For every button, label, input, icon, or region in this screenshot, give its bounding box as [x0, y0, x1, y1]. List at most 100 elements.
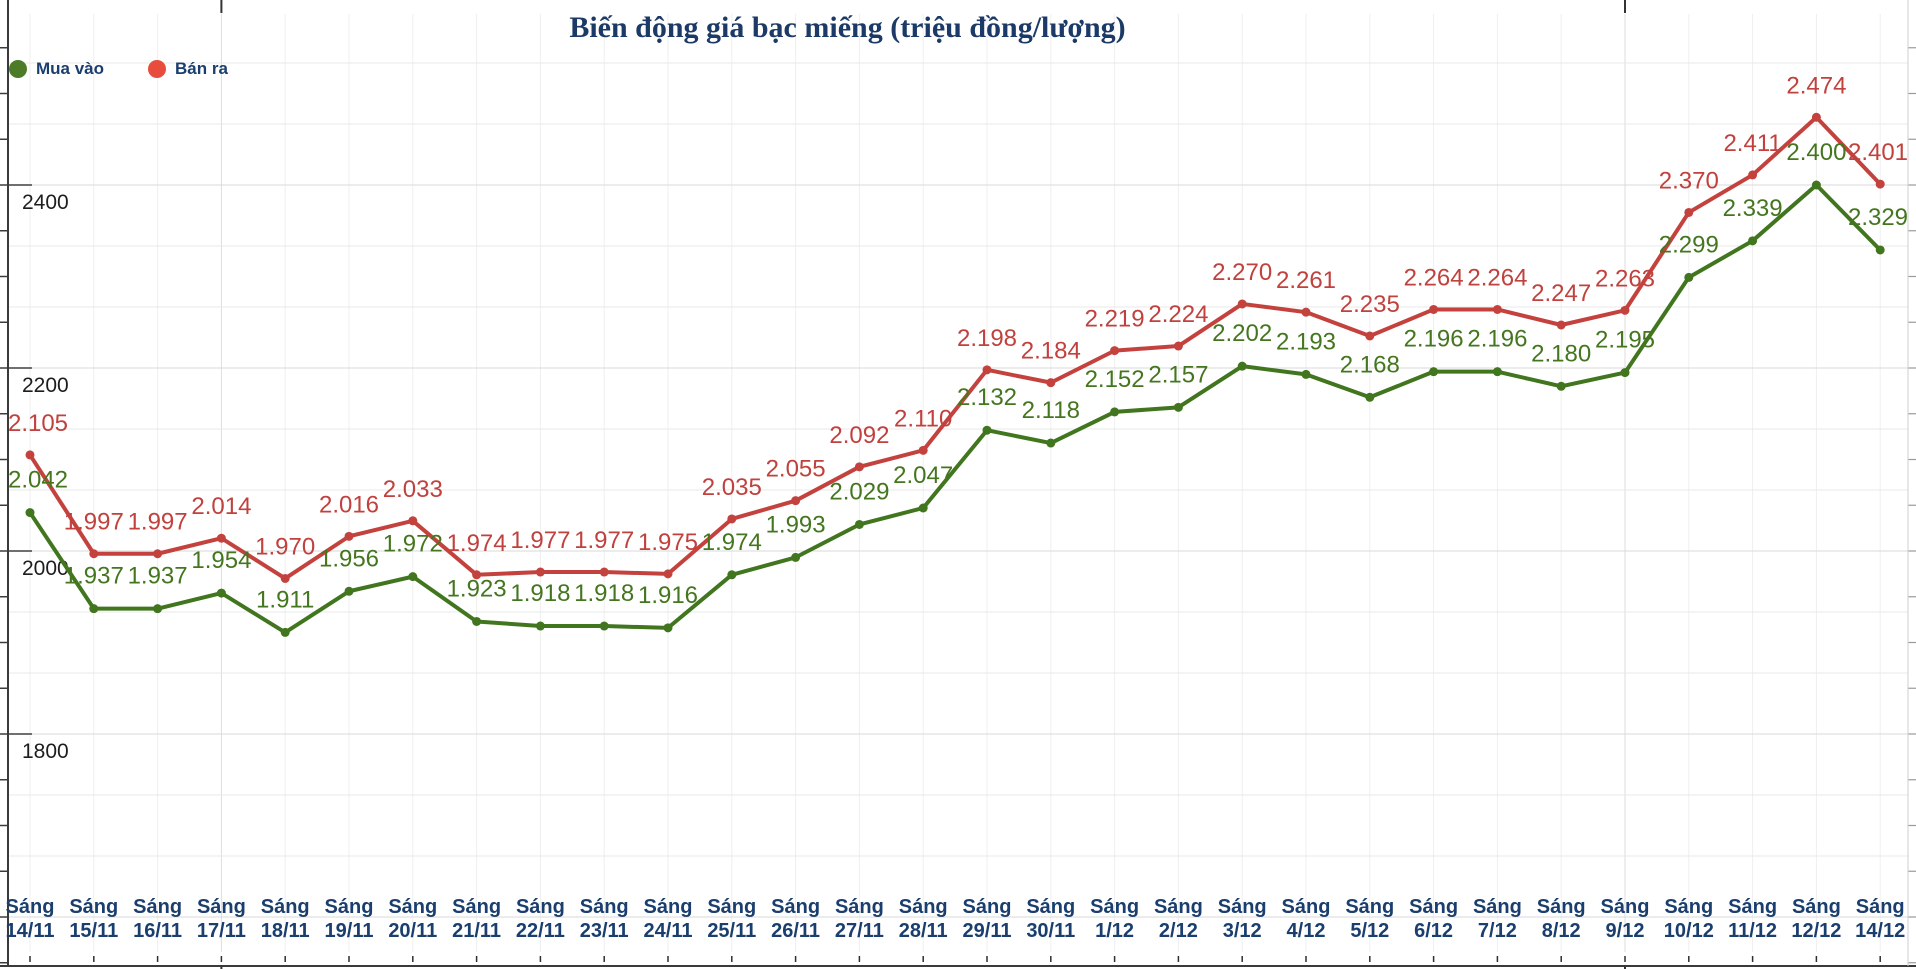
- sell-point-marker[interactable]: [918, 445, 928, 455]
- sell-point-marker[interactable]: [1875, 179, 1885, 189]
- buy-point-marker[interactable]: [1365, 392, 1375, 402]
- y-tick-label: 2200: [22, 374, 69, 397]
- buy-data-label: 1.937: [64, 563, 124, 590]
- buy-data-label: 1.972: [383, 531, 443, 558]
- sell-point-marker[interactable]: [1046, 378, 1056, 388]
- sell-point-marker[interactable]: [854, 462, 864, 472]
- buy-point-marker[interactable]: [1046, 438, 1056, 448]
- buy-data-label: 2.339: [1723, 195, 1783, 222]
- buy-data-label: 2.168: [1340, 351, 1400, 378]
- sell-data-label: 1.970: [255, 533, 315, 560]
- sell-data-label: 2.474: [1786, 72, 1846, 99]
- sell-point-marker[interactable]: [791, 496, 801, 506]
- sell-point-marker[interactable]: [344, 531, 354, 541]
- buy-point-marker[interactable]: [918, 503, 928, 513]
- sell-point-marker[interactable]: [727, 514, 737, 524]
- buy-dot-icon: [9, 60, 27, 78]
- x-label-prefix: Sáng: [1792, 896, 1841, 918]
- sell-data-label: 2.401: [1848, 139, 1908, 166]
- buy-point-marker[interactable]: [727, 570, 737, 580]
- buy-point-marker[interactable]: [982, 425, 992, 435]
- buy-point-marker[interactable]: [216, 588, 226, 598]
- buy-point-marker[interactable]: [1301, 369, 1311, 379]
- sell-point-marker[interactable]: [1110, 346, 1120, 356]
- buy-point-marker[interactable]: [663, 623, 673, 633]
- sell-data-label: 2.014: [191, 493, 251, 520]
- buy-point-marker[interactable]: [408, 572, 418, 582]
- sell-point-marker[interactable]: [1748, 170, 1758, 180]
- x-label-date: 27/11: [835, 920, 884, 942]
- sell-point-marker[interactable]: [1173, 341, 1183, 351]
- sell-data-label: 2.264: [1467, 264, 1527, 291]
- sell-point-marker[interactable]: [1620, 305, 1630, 315]
- sell-point-marker[interactable]: [408, 516, 418, 526]
- x-label-date: 16/11: [133, 920, 182, 942]
- y-tick-label: 1800: [22, 740, 69, 763]
- x-label-prefix: Sáng: [1856, 896, 1905, 918]
- sell-point-marker[interactable]: [1237, 299, 1247, 309]
- buy-data-label: 2.329: [1848, 204, 1908, 231]
- sell-point-marker[interactable]: [280, 573, 290, 583]
- sell-point-marker[interactable]: [1429, 304, 1439, 314]
- x-label-date: 14/12: [1855, 920, 1905, 942]
- buy-point-marker[interactable]: [25, 508, 35, 518]
- buy-point-marker[interactable]: [1110, 407, 1120, 417]
- sell-point-marker[interactable]: [1301, 307, 1311, 317]
- buy-point-marker[interactable]: [1173, 402, 1183, 412]
- buy-point-marker[interactable]: [599, 621, 609, 631]
- x-label-date: 8/12: [1542, 920, 1581, 942]
- buy-point-marker[interactable]: [1748, 236, 1758, 246]
- buy-point-marker[interactable]: [791, 552, 801, 562]
- sell-point-marker[interactable]: [472, 570, 482, 580]
- sell-point-marker[interactable]: [1684, 207, 1694, 217]
- sell-point-marker[interactable]: [1492, 304, 1502, 314]
- sell-point-marker[interactable]: [1811, 112, 1821, 122]
- buy-point-marker[interactable]: [854, 519, 864, 529]
- x-label-date: 1/12: [1095, 920, 1134, 942]
- sell-line: [28, 115, 1883, 581]
- x-label-prefix: Sáng: [899, 896, 948, 918]
- sell-point-marker[interactable]: [25, 450, 35, 460]
- legend-item-sell[interactable]: Bán ra: [148, 59, 228, 79]
- buy-point-marker[interactable]: [472, 616, 482, 626]
- buy-data-label: 2.400: [1786, 139, 1846, 166]
- x-label-prefix: Sáng: [771, 896, 820, 918]
- x-label-date: 19/11: [325, 920, 374, 942]
- buy-point-marker[interactable]: [1811, 180, 1821, 190]
- buy-data-label: 1.916: [638, 582, 698, 609]
- buy-line: [28, 183, 1883, 635]
- buy-point-marker[interactable]: [1620, 368, 1630, 378]
- buy-point-marker[interactable]: [1237, 361, 1247, 371]
- sell-point-marker[interactable]: [535, 567, 545, 577]
- x-label-prefix: Sáng: [452, 896, 501, 918]
- buy-point-marker[interactable]: [89, 604, 99, 614]
- x-label-date: 6/12: [1414, 920, 1453, 942]
- legend-item-buy[interactable]: Mua vào: [9, 59, 104, 79]
- sell-point-marker[interactable]: [599, 567, 609, 577]
- buy-data-label: 1.911: [256, 586, 314, 613]
- sell-point-marker[interactable]: [663, 569, 673, 579]
- buy-point-marker[interactable]: [535, 621, 545, 631]
- sell-point-marker[interactable]: [982, 365, 992, 375]
- sell-data-label: 2.224: [1148, 301, 1208, 328]
- x-label-date: 3/12: [1223, 920, 1262, 942]
- buy-data-label: 2.132: [957, 384, 1017, 411]
- buy-data-label: 1.956: [319, 545, 379, 572]
- buy-point-marker[interactable]: [1492, 367, 1502, 377]
- sell-data-label: 2.411: [1723, 130, 1781, 157]
- buy-point-marker[interactable]: [1556, 381, 1566, 391]
- x-label-prefix: Sáng: [197, 896, 246, 918]
- buy-point-marker[interactable]: [344, 586, 354, 596]
- sell-data-label: 2.270: [1212, 259, 1272, 286]
- buy-point-marker[interactable]: [153, 604, 163, 614]
- x-label-prefix: Sáng: [388, 896, 437, 918]
- buy-point-marker[interactable]: [1875, 245, 1885, 255]
- sell-point-marker[interactable]: [89, 549, 99, 559]
- sell-point-marker[interactable]: [216, 533, 226, 543]
- sell-point-marker[interactable]: [1365, 331, 1375, 341]
- buy-point-marker[interactable]: [1684, 272, 1694, 282]
- sell-point-marker[interactable]: [153, 549, 163, 559]
- buy-point-marker[interactable]: [280, 627, 290, 637]
- sell-point-marker[interactable]: [1556, 320, 1566, 330]
- buy-point-marker[interactable]: [1429, 367, 1439, 377]
